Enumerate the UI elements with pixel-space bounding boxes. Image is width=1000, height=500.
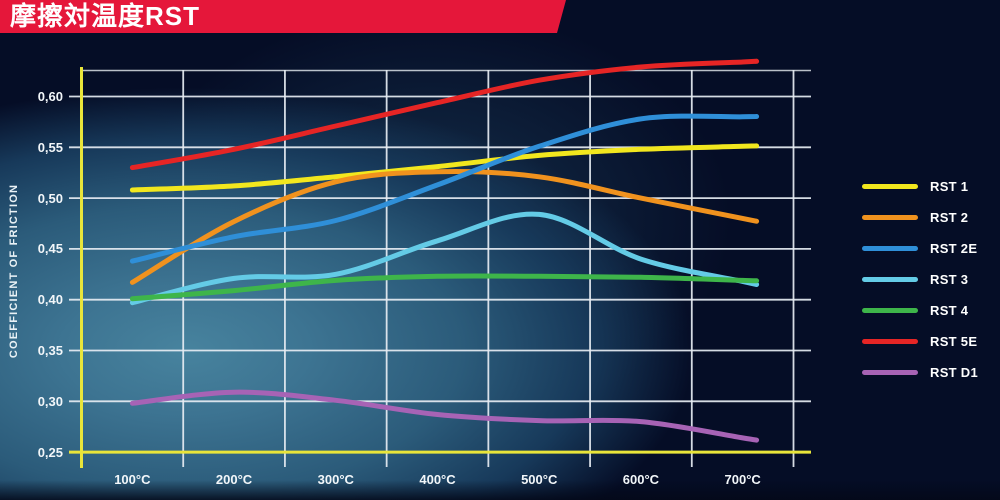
legend-item-rst-2: RST 2 — [862, 202, 978, 233]
x-tick-label-300: 300°C — [317, 472, 354, 487]
title-banner: 摩擦対温度RST — [0, 0, 566, 33]
y-tick-label-0,40: 0,40 — [37, 292, 63, 308]
y-tick-label-0,60: 0,60 — [37, 89, 63, 104]
legend-swatch-icon — [862, 370, 918, 375]
series-curve-rst-1 — [129, 143, 760, 193]
y-tick-label-0,45: 0,45 — [37, 241, 63, 257]
y-tick-label-0,55: 0,55 — [37, 139, 63, 155]
x-tick-label-200: 200°C — [215, 472, 253, 487]
series-curve-rst-3 — [129, 211, 760, 306]
legend-swatch-icon — [862, 246, 918, 251]
legend-swatch-icon — [862, 184, 918, 189]
legend-item-rst-1: RST 1 — [862, 171, 978, 202]
x-tick-label-400: 400°C — [419, 472, 456, 487]
x-tick-label-500: 500°C — [521, 472, 558, 487]
legend-item-rst-d1: RST D1 — [862, 357, 978, 388]
y-tick-label-0,35: 0,35 — [37, 343, 63, 358]
page-title: 摩擦対温度RST — [10, 1, 201, 31]
series-curve-rst-4 — [129, 273, 760, 302]
series-curve-rst-d1 — [129, 389, 760, 443]
y-tick-label-0,25: 0,25 — [37, 444, 63, 460]
x-tick-label-600: 600°C — [622, 472, 660, 487]
legend-swatch-icon — [862, 215, 918, 220]
legend-label: RST 1 — [930, 179, 969, 194]
legend-swatch-icon — [862, 339, 918, 344]
legend-item-rst-3: RST 3 — [862, 264, 978, 295]
series-curve-rst-2e — [129, 113, 760, 264]
series-curve-rst-5e — [129, 58, 760, 171]
legend-label: RST 4 — [930, 303, 969, 318]
legend-label: RST 5E — [930, 334, 978, 349]
legend-label: RST 2 — [930, 210, 969, 225]
y-tick-label-0,50: 0,50 — [37, 190, 63, 206]
legend-swatch-icon — [862, 277, 918, 282]
chart-legend: RST 1 RST 2 RST 2E RST 3 RST 4 RST 5E RST D1 — [862, 171, 978, 388]
legend-label: RST 3 — [930, 272, 969, 287]
x-tick-label-700: 700°C — [724, 472, 761, 487]
legend-label: RST D1 — [930, 365, 979, 380]
legend-label: RST 2E — [930, 241, 978, 256]
x-tick-label-100: 100°C — [114, 472, 151, 487]
legend-item-rst-4: RST 4 — [862, 295, 978, 326]
y-tick-label-0,30: 0,30 — [37, 393, 63, 409]
legend-item-rst-2e: RST 2E — [862, 233, 978, 264]
legend-item-rst-5e: RST 5E — [862, 326, 978, 357]
legend-swatch-icon — [862, 308, 918, 313]
